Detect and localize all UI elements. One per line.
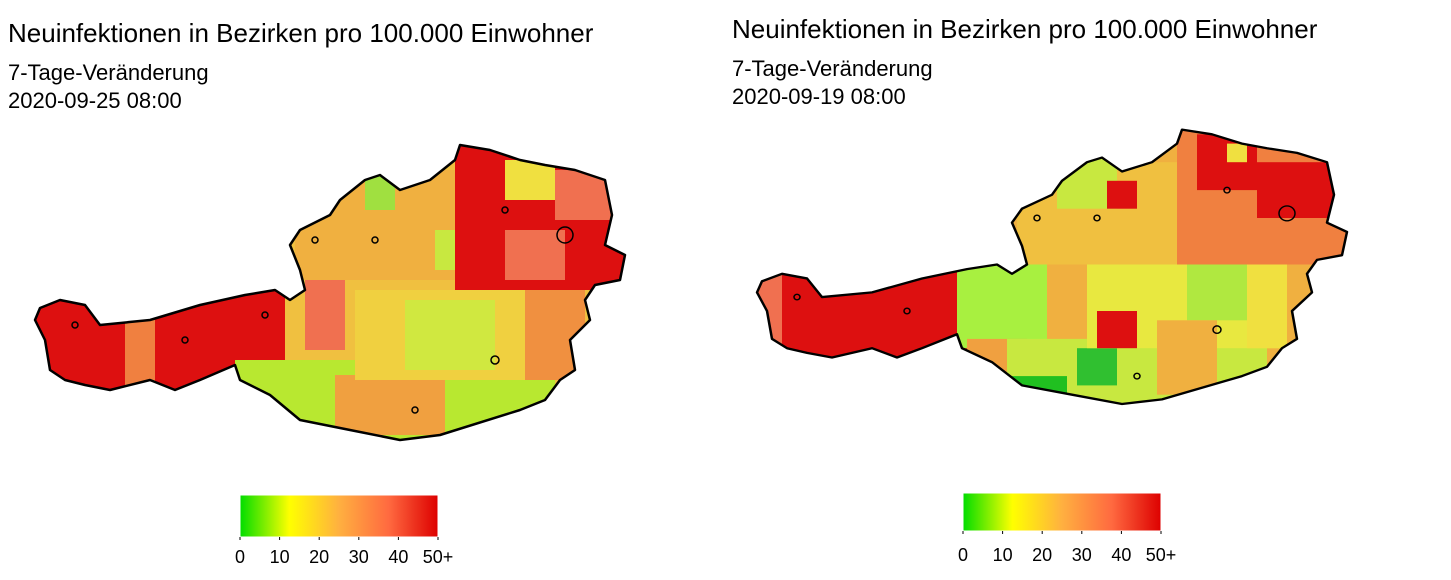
district-map xyxy=(755,128,1349,406)
map-title: Neuinfektionen in Bezirken pro 100.000 E… xyxy=(8,18,594,48)
colorbar-scale xyxy=(239,494,439,538)
map-subtitle: 7-Tage-Veränderung xyxy=(732,56,933,81)
colorbar-tick-label: 20 xyxy=(309,547,329,567)
colorbar-tick-label: 50+ xyxy=(1146,545,1177,565)
map-subtitle: 7-Tage-Veränderung xyxy=(8,60,209,85)
colorbar-tick-label: 10 xyxy=(270,547,290,567)
colorbar: 0 10 20 30 40 50+ xyxy=(235,494,454,567)
district-map xyxy=(33,143,627,442)
colorbar-tick-label: 10 xyxy=(993,545,1013,565)
colorbar-tick-label: 0 xyxy=(235,547,245,567)
map-panel: Neuinfektionen in Bezirken pro 100.000 E… xyxy=(8,18,627,567)
colorbar-tick-label: 40 xyxy=(1111,545,1131,565)
map-title: Neuinfektionen in Bezirken pro 100.000 E… xyxy=(732,14,1318,44)
colorbar-tick-label: 40 xyxy=(388,547,408,567)
colorbar-tick-label: 30 xyxy=(1072,545,1092,565)
colorbar-tick-label: 50+ xyxy=(423,547,454,567)
colorbar-tick-label: 30 xyxy=(349,547,369,567)
colorbar-scale xyxy=(962,492,1162,532)
map-date: 2020-09-19 08:00 xyxy=(732,84,906,109)
colorbar-tick-label: 20 xyxy=(1032,545,1052,565)
colorbar-tick-label: 0 xyxy=(958,545,968,565)
colorbar: 0 10 20 30 40 50+ xyxy=(958,492,1177,565)
map-date: 2020-09-25 08:00 xyxy=(8,88,182,113)
map-panel: Neuinfektionen in Bezirken pro 100.000 E… xyxy=(732,14,1349,565)
